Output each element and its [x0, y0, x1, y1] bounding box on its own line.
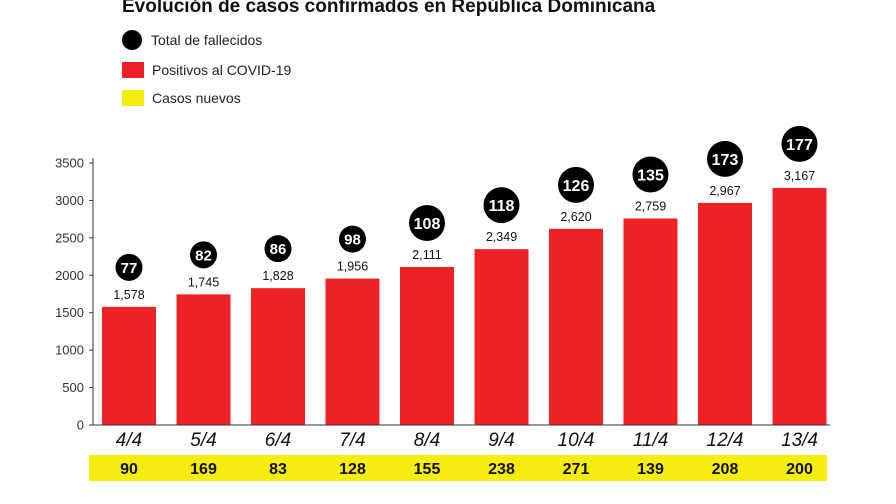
fallecidos-value: 82 — [195, 247, 212, 264]
y-tick-label: 1500 — [55, 305, 84, 320]
fallecidos-marker — [339, 225, 366, 253]
x-tick-label: 12/4 — [707, 430, 744, 451]
bar-positivos — [549, 228, 603, 425]
y-tick-label: 1000 — [55, 343, 84, 358]
casos-nuevos-value: 200 — [786, 461, 813, 478]
bar-value-label: 2,759 — [635, 199, 666, 213]
fallecidos-value: 98 — [344, 232, 361, 249]
fallecidos-value: 77 — [121, 260, 138, 277]
fallecidos-marker — [190, 241, 217, 269]
casos-nuevos-value: 169 — [190, 461, 217, 478]
bar-value-label: 1,745 — [188, 275, 219, 289]
casos-nuevos-band — [89, 455, 827, 481]
y-tick-label: 2500 — [55, 230, 84, 245]
casos-nuevos-value: 271 — [563, 461, 590, 478]
fallecidos-marker — [781, 125, 818, 162]
bar-positivos — [176, 294, 231, 425]
casos-nuevos-value: 83 — [269, 461, 287, 478]
x-tick-label: 5/4 — [190, 430, 216, 451]
legend-label-fallecidos: Total de fallecidos — [151, 32, 263, 48]
legend-item-fallecidos: Total de fallecidos — [122, 29, 262, 51]
fallecidos-marker — [409, 204, 445, 241]
fallecidos-marker — [115, 253, 143, 281]
x-tick-label: 10/4 — [558, 430, 595, 451]
fallecidos-marker — [264, 235, 292, 263]
y-tick-label: 500 — [62, 380, 84, 395]
casos-nuevos-value: 139 — [637, 461, 664, 478]
casos-nuevos-value: 155 — [414, 461, 441, 478]
fallecidos-marker — [632, 156, 669, 193]
fallecidos-value: 118 — [489, 198, 515, 215]
x-tick-label: 8/4 — [414, 430, 440, 451]
legend-swatch-positivos — [122, 62, 144, 78]
legend-label-casos-nuevos: Casos nuevos — [152, 90, 241, 106]
y-tick-label: 2000 — [55, 268, 84, 283]
fallecidos-value: 177 — [786, 137, 813, 154]
fallecidos-value: 108 — [414, 216, 441, 233]
bar-positivos — [102, 306, 156, 425]
fallecidos-marker — [558, 166, 594, 203]
legend-item-positivos: Positivos al COVID-19 — [122, 59, 291, 81]
bar-positivos — [772, 187, 827, 425]
x-tick-label: 11/4 — [633, 430, 669, 451]
bar-value-label: 1,828 — [262, 269, 293, 283]
bar-value-label: 2,967 — [709, 184, 740, 198]
x-tick-label: 4/4 — [116, 430, 142, 451]
fallecidos-marker — [483, 187, 520, 224]
bar-value-label: 2,349 — [486, 230, 517, 244]
legend-swatch-fallecidos — [122, 30, 142, 50]
fallecidos-value: 86 — [270, 241, 287, 258]
bar-positivos — [698, 202, 752, 425]
chart-title: Evolución de casos confirmados en Repúbl… — [122, 0, 656, 17]
x-tick-label: 9/4 — [488, 430, 514, 451]
legend-swatch-casos-nuevos — [122, 90, 144, 106]
casos-nuevos-value: 208 — [712, 461, 739, 478]
casos-nuevos-value: 238 — [488, 461, 515, 478]
y-tick-label: 3500 — [55, 156, 84, 171]
legend-item-casos-nuevos: Casos nuevos — [122, 87, 241, 109]
bar-value-label: 2,111 — [412, 248, 441, 262]
x-tick-label: 6/4 — [265, 430, 291, 451]
y-tick-label: 3000 — [55, 193, 84, 208]
x-tick-label: 13/4 — [781, 430, 818, 451]
bar-positivos — [400, 266, 454, 425]
casos-nuevos-value: 90 — [120, 461, 138, 478]
bar-value-label: 2,620 — [560, 210, 591, 224]
fallecidos-value: 126 — [563, 178, 590, 195]
x-tick-label: 7/4 — [339, 430, 365, 451]
bar-positivos — [325, 278, 380, 425]
casos-nuevos-value: 128 — [339, 461, 366, 478]
bar-positivos — [474, 249, 529, 425]
fallecidos-marker — [707, 140, 743, 177]
y-tick-label: 0 — [77, 418, 84, 433]
bar-value-label: 3,167 — [784, 169, 815, 183]
legend-label-positivos: Positivos al COVID-19 — [152, 62, 292, 78]
bar-value-label: 1,578 — [113, 288, 144, 302]
bar-positivos — [251, 288, 305, 425]
fallecidos-value: 135 — [637, 167, 664, 184]
bar-value-label: 1,956 — [337, 260, 368, 274]
bar-positivos — [623, 218, 678, 425]
fallecidos-value: 173 — [712, 152, 739, 169]
